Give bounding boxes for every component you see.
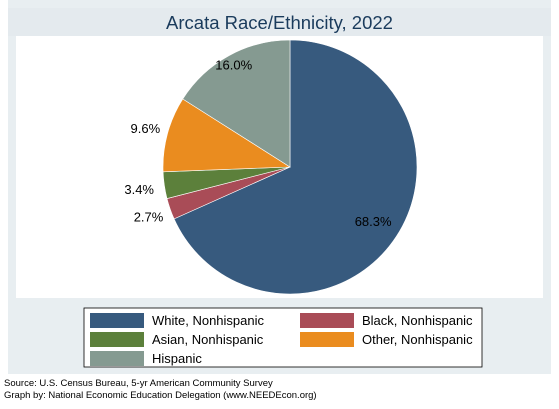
slice-label-asian-nonhispanic: 3.4%	[124, 182, 154, 197]
legend-swatch	[300, 332, 354, 347]
slice-label-hispanic: 16.0%	[215, 58, 252, 73]
legend-item-black-nonhispanic: Black, Nonhispanic	[300, 313, 473, 328]
legend-label: Other, Nonhispanic	[362, 332, 473, 347]
graph-credit: Graph by: National Economic Education De…	[4, 390, 317, 401]
legend-item-other-nonhispanic: Other, Nonhispanic	[300, 332, 473, 347]
chart-title: Arcata Race/Ethnicity, 2022	[166, 12, 393, 33]
legend-item-white-nonhispanic: White, Nonhispanic	[90, 313, 264, 328]
source-note: Source: U.S. Census Bureau, 5-yr America…	[4, 378, 273, 389]
title-band	[8, 8, 551, 36]
pie-slice-white-nonhispanic	[173, 39, 418, 295]
legend-item-hispanic: Hispanic	[90, 351, 202, 366]
legend-swatch	[90, 332, 144, 347]
pie-slice-other-nonhispanic	[162, 98, 291, 173]
legend-label: Asian, Nonhispanic	[152, 332, 264, 347]
legend-swatch	[90, 313, 144, 328]
legend: White, Nonhispanic Black, Nonhispanic Asia…	[83, 307, 483, 368]
pie	[162, 39, 418, 295]
legend-label: Black, Nonhispanic	[362, 313, 473, 328]
legend-item-asian-nonhispanic: Asian, Nonhispanic	[90, 332, 264, 347]
legend-swatch	[300, 313, 354, 328]
slice-labels: 68.3% 2.7% 3.4% 9.6% 16.0%	[124, 58, 392, 229]
slice-label-white-nonhispanic: 68.3%	[355, 214, 392, 229]
legend-label: Hispanic	[152, 351, 202, 366]
legend-swatch	[90, 351, 144, 366]
legend-label: White, Nonhispanic	[152, 313, 264, 328]
slice-label-other-nonhispanic: 9.6%	[131, 121, 161, 136]
legend-box	[83, 307, 483, 368]
pie-slice-hispanic	[182, 39, 291, 168]
slice-label-black-nonhispanic: 2.7%	[134, 209, 164, 224]
